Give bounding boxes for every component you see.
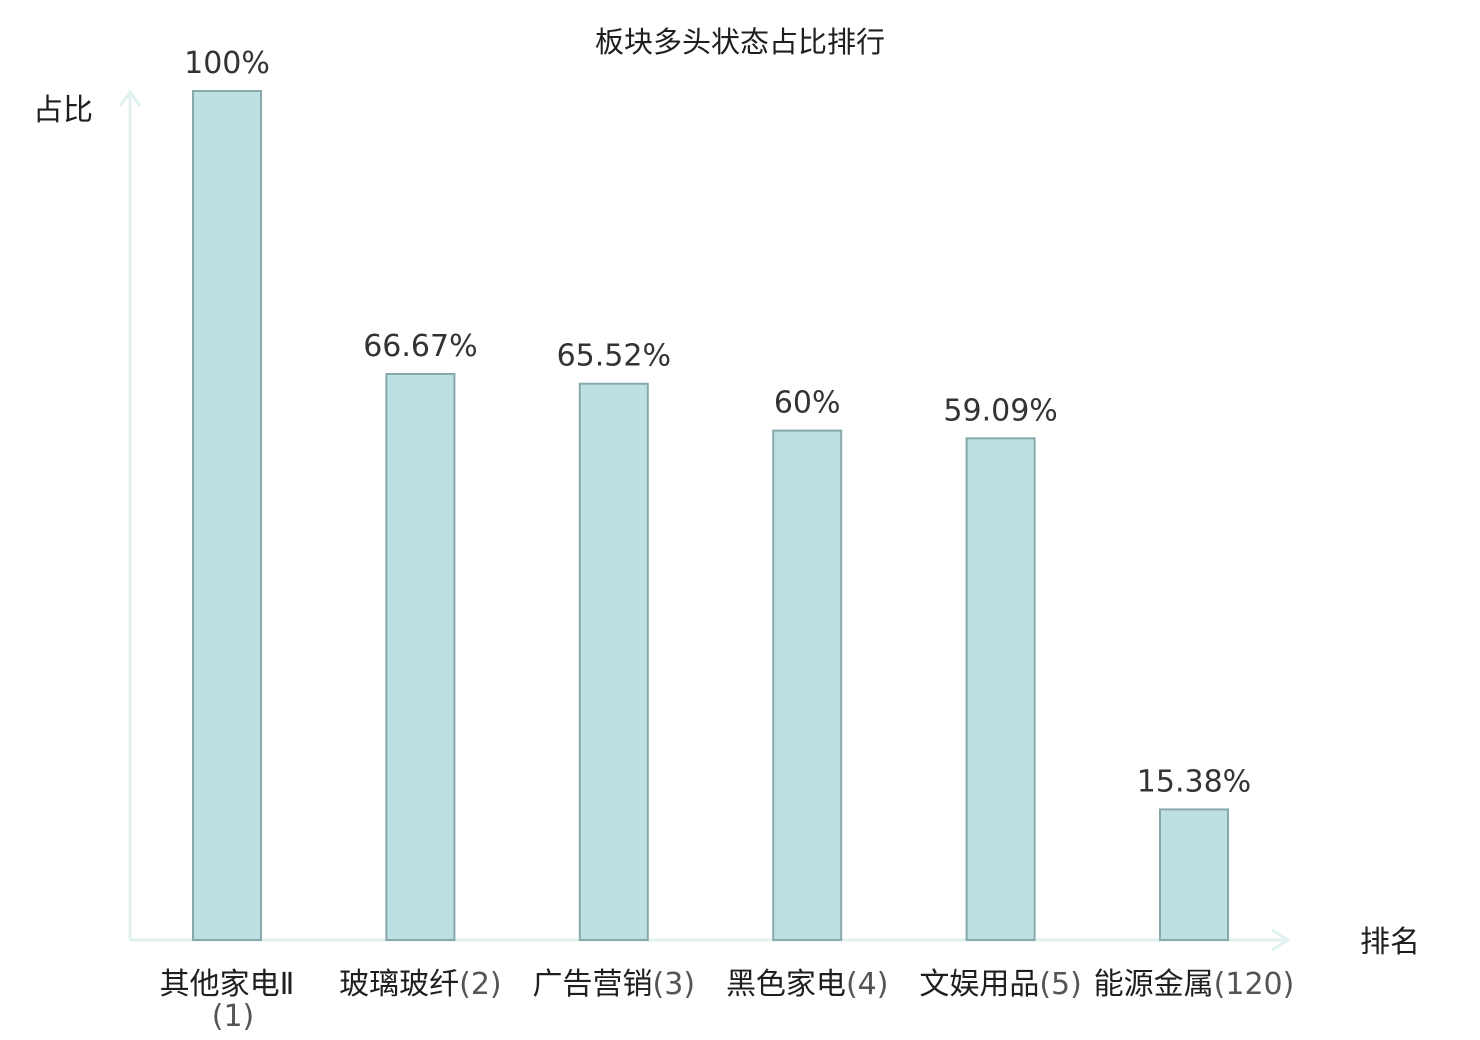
y-axis-arrow (118, 89, 142, 107)
x-tick-label: 玻璃玻纤(2) (339, 967, 502, 1002)
x-tick-label: 能源金属(120) (1094, 967, 1295, 1002)
x-tick-name: 文娱用品 (919, 967, 1039, 1002)
bar (578, 382, 649, 941)
x-tick-label: 其他家电Ⅱ (160, 967, 295, 1002)
x-tick-rank: (1) (212, 999, 255, 1034)
y-axis-label: 占比 (33, 93, 93, 128)
data-label: 65.52% (557, 339, 671, 374)
x-tick-rank: (4) (846, 967, 889, 1002)
x-tick-label: 文娱用品(5) (919, 967, 1082, 1002)
x-tick-name: 能源金属 (1094, 967, 1214, 1002)
x-tick-label: 广告营销(3) (533, 967, 696, 1002)
x-tick-name: 玻璃玻纤 (339, 967, 459, 1002)
x-tick-rank: (2) (459, 967, 502, 1002)
data-label: 15.38% (1137, 764, 1251, 799)
x-tick-rank: (5) (1039, 967, 1082, 1002)
x-tick-name: 黑色家电 (726, 967, 846, 1002)
bar (385, 372, 456, 942)
bar (965, 437, 1036, 941)
data-label: 59.09% (943, 393, 1057, 428)
x-tick-label: 黑色家电(4) (726, 967, 889, 1002)
data-label: 66.67% (363, 329, 477, 364)
chart-title: 板块多头状态占比排行 (595, 25, 885, 59)
bars-layer: 100% 其他家电Ⅱ(1) 66.67% 玻璃玻纤(2) 65.52% 广告营销(3) 60… (160, 46, 1295, 1034)
data-label: 100% (184, 46, 270, 81)
x-axis-label: 排名 (1360, 925, 1420, 960)
x-axis-arrow (1271, 928, 1291, 952)
bar (192, 90, 262, 941)
x-tick-rank: (3) (653, 967, 696, 1002)
bar (772, 429, 843, 941)
x-tick-name: 广告营销 (533, 967, 653, 1002)
x-tick-rank: (120) (1214, 967, 1295, 1002)
data-label: 60% (774, 386, 841, 421)
bar (1159, 808, 1229, 942)
